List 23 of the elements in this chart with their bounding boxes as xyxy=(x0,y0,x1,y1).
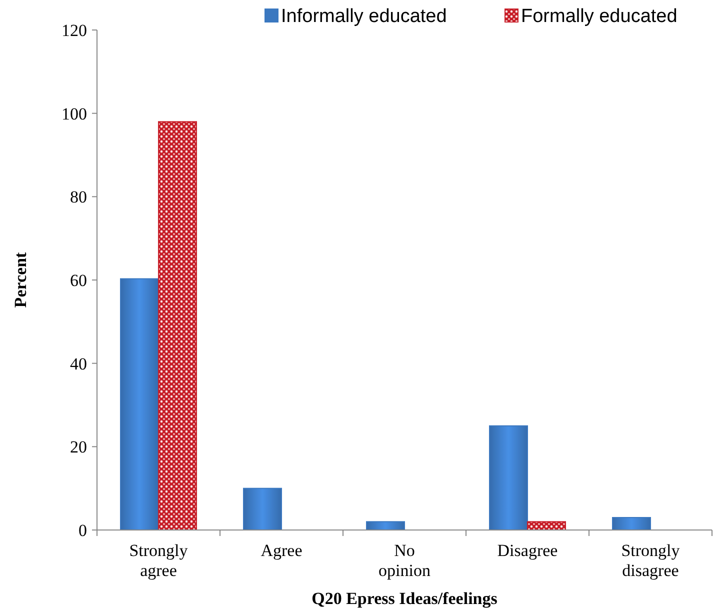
bar xyxy=(366,521,405,530)
y-tick-label: 0 xyxy=(78,520,87,540)
y-tick-label: 120 xyxy=(62,20,87,40)
x-tick-label: Disagree xyxy=(497,541,558,560)
x-axis-title: Q20 Epress Ideas/feelings xyxy=(312,589,498,608)
bar xyxy=(612,517,651,530)
y-tick-label: 100 xyxy=(62,104,87,124)
x-tick-label: Agree xyxy=(260,541,302,560)
y-tick-label: 80 xyxy=(70,188,87,207)
bar xyxy=(489,425,528,530)
bar xyxy=(243,488,282,530)
bar xyxy=(158,121,197,530)
x-tick-label: No opinion xyxy=(378,541,431,580)
bar xyxy=(527,521,566,530)
x-tick-label: Strongly disagree xyxy=(621,541,680,580)
bar xyxy=(120,278,159,530)
y-tick-label: 40 xyxy=(70,354,87,374)
y-axis-title: Percent xyxy=(11,252,30,308)
legend-label: Informally educated xyxy=(281,6,447,27)
y-tick-label: 60 xyxy=(70,270,87,290)
y-tick-label: 20 xyxy=(70,438,87,457)
x-tick-label: Strongly agree xyxy=(129,541,188,580)
legend-label: Formally educated xyxy=(521,6,678,27)
